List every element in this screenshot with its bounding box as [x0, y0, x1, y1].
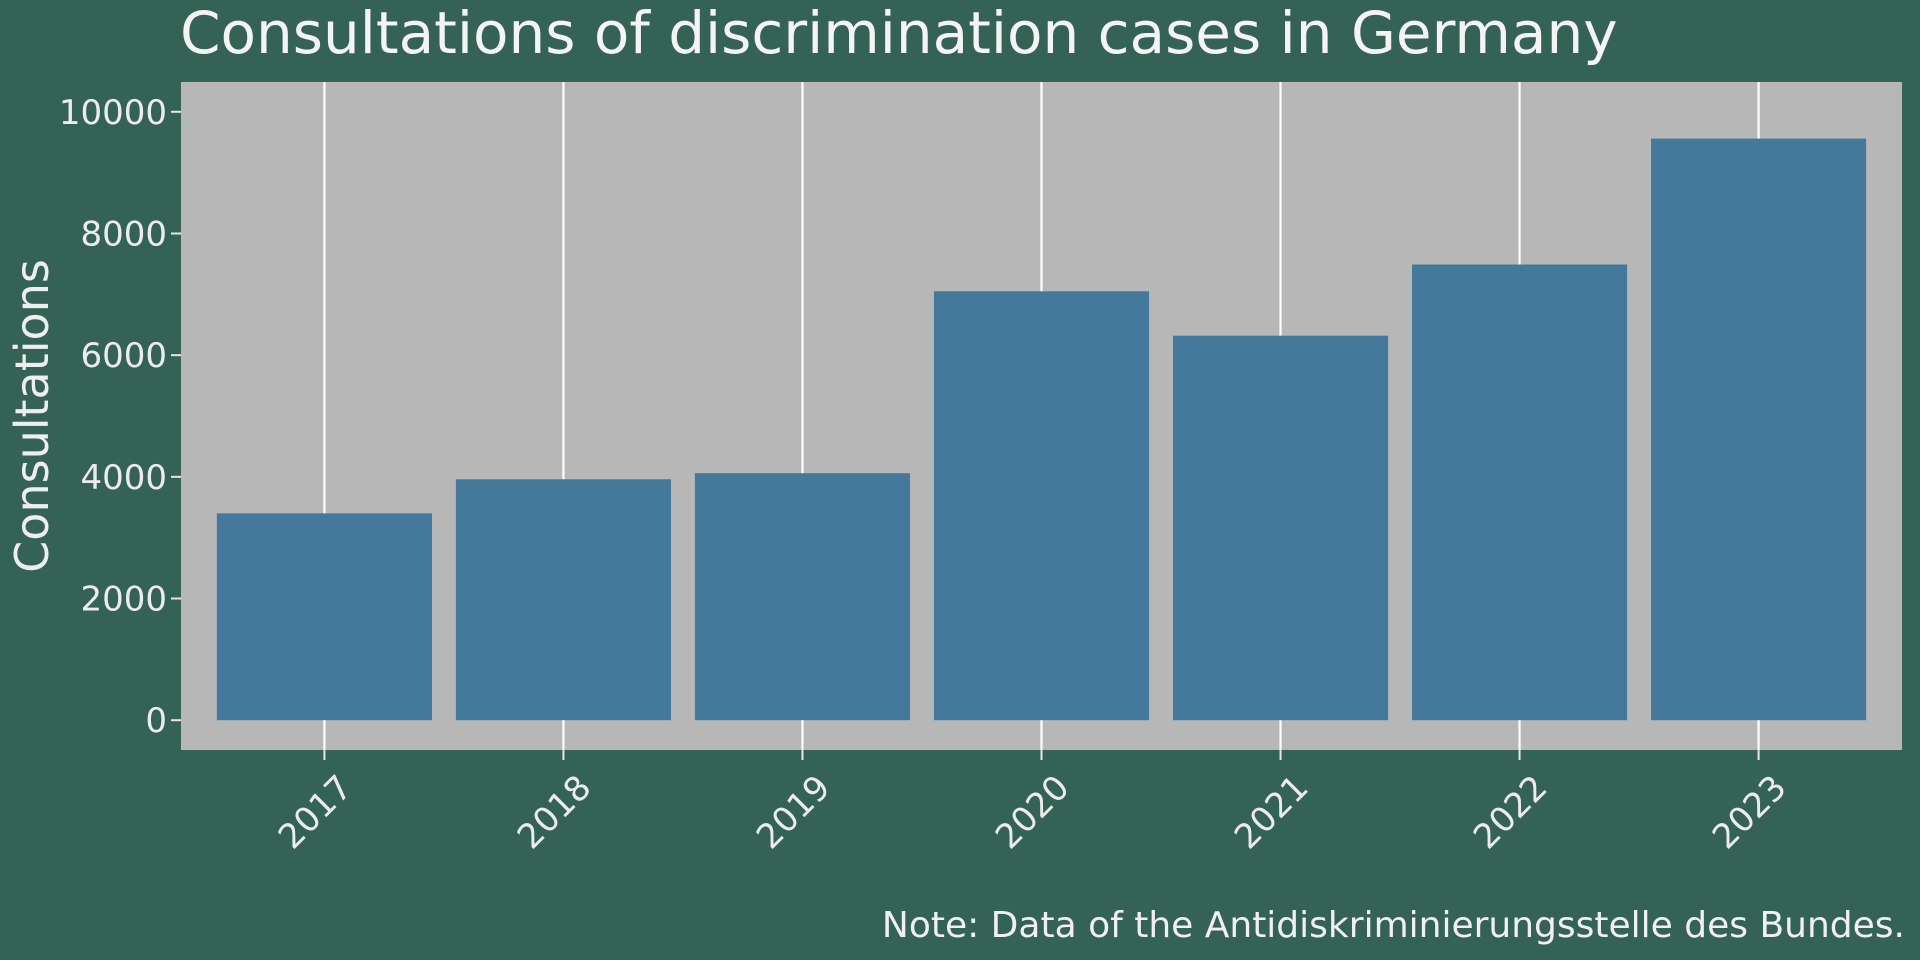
bar-2017: [216, 513, 432, 721]
bar-2018: [455, 479, 672, 721]
x-axis: 2017 2018 2019 2020 2021 2022 2023: [271, 750, 1794, 857]
bar-2022: [1411, 264, 1628, 721]
y-tick-label: 4000: [80, 458, 167, 498]
x-tick-label: 2021: [1227, 768, 1316, 857]
x-tick-label: 2020: [988, 768, 1077, 857]
bar-2021: [1172, 335, 1389, 721]
bar-2023: [1651, 138, 1867, 721]
x-tick-label: 2018: [510, 768, 599, 857]
bars-layer: [216, 138, 1867, 721]
x-tick-label: 2023: [1705, 768, 1794, 857]
source-note: Note: Data of the Antidiskriminierungsst…: [882, 905, 1905, 946]
y-tick-label: 6000: [80, 336, 167, 376]
y-axis: 0 2000 4000 6000 8000 10000: [59, 93, 181, 741]
y-tick-label: 8000: [80, 214, 167, 254]
y-tick-label: 0: [145, 701, 167, 741]
bar-2020: [933, 291, 1150, 721]
bar-2019: [694, 473, 911, 721]
y-tick-label: 10000: [59, 93, 167, 133]
y-tick-label: 2000: [80, 580, 167, 620]
chart-title: Consultations of discrimination cases in…: [180, 0, 1618, 67]
x-tick-label: 2022: [1466, 768, 1555, 857]
x-tick-label: 2019: [749, 768, 838, 857]
y-axis-title: Consultations: [5, 259, 59, 573]
x-tick-label: 2017: [271, 768, 360, 857]
